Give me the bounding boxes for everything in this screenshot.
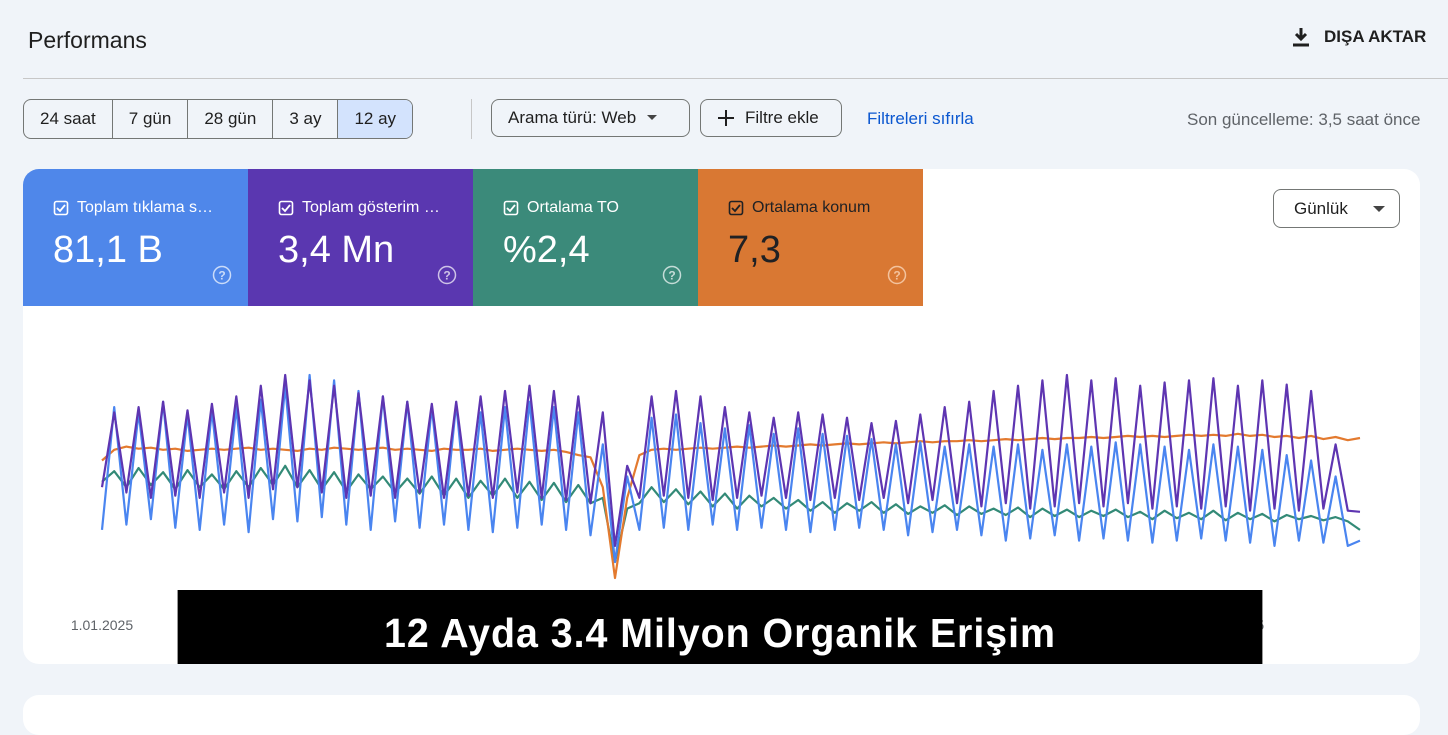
metric-label-row: Ortalama konum — [728, 199, 923, 217]
metric-label: Ortalama TO — [527, 199, 619, 216]
help-icon: ? — [437, 265, 457, 290]
svg-text:?: ? — [218, 269, 225, 283]
checkbox — [728, 200, 744, 216]
date-range-option[interactable]: 12 ay — [338, 100, 413, 138]
metric-card[interactable]: Ortalama TO %2,4? — [473, 169, 698, 306]
help-icon: ? — [887, 265, 907, 290]
series-line — [100, 373, 1361, 564]
checkbox — [53, 200, 69, 216]
checkbox — [503, 200, 519, 216]
help-glyph: ? — [662, 265, 682, 285]
search-type-dropdown[interactable]: Arama türü: Web — [491, 99, 690, 137]
export-button[interactable]: DIŞA AKTAR — [1290, 26, 1426, 48]
metric-label-row: Toplam gösterim … — [278, 199, 473, 217]
metric-label: Toplam tıklama s… — [77, 199, 214, 216]
caret — [1373, 205, 1385, 212]
export-label: DIŞA AKTAR — [1324, 27, 1427, 46]
performance-panel: Toplam tıklama s… 81,1 B? Toplam gösterim … — [23, 169, 1420, 664]
metric-label: Toplam gösterim … — [302, 199, 440, 216]
plus-icon — [718, 110, 734, 126]
metric-label: Ortalama konum — [752, 199, 871, 216]
divider — [23, 78, 1448, 79]
metric-value: 3,4 Mn — [278, 229, 395, 271]
date-range-option[interactable]: 7 gün — [113, 100, 189, 138]
metric-value: 7,3 — [728, 229, 781, 271]
checkbox — [278, 200, 294, 216]
caret — [647, 115, 658, 120]
svg-text:?: ? — [893, 269, 900, 283]
separator — [471, 99, 472, 139]
metric-value: %2,4 — [503, 229, 590, 271]
metric-label-row: Ortalama TO — [503, 199, 698, 217]
date-range-option[interactable]: 28 gün — [188, 100, 274, 138]
metric-card[interactable]: Ortalama konum 7,3? — [698, 169, 923, 306]
metric-card[interactable]: Toplam tıklama s… 81,1 B? — [23, 169, 248, 306]
search-type-label: Arama türü: Web — [508, 108, 637, 127]
metric-label-row: Toplam tıklama s… — [53, 199, 248, 217]
lower-panel — [23, 695, 1420, 735]
granularity-label: Günlük — [1294, 198, 1348, 218]
add-filter-button[interactable]: Filtre ekle — [700, 99, 842, 137]
page-title: Performans — [28, 27, 147, 53]
page: {"header":{"title":"Performans","export"… — [23, 26, 1448, 735]
granularity-dropdown[interactable]: Günlük — [1273, 189, 1400, 228]
help-glyph: ? — [437, 265, 457, 285]
reset-filters-link[interactable]: Filtreleri sıfırla — [867, 109, 974, 128]
help-glyph: ? — [887, 265, 907, 285]
download-icon — [1293, 28, 1309, 47]
date-range-option[interactable]: 24 saat — [24, 100, 113, 138]
date-range-group: 24 saat 7 gün 28 gün 3 ay 12 ay — [23, 99, 414, 139]
metric-value: 81,1 B — [53, 229, 163, 271]
series-line — [100, 373, 1361, 547]
help-glyph: ? — [212, 265, 232, 285]
x-tick-label: 1.01.2025 — [71, 617, 133, 633]
help-icon: ? — [662, 265, 682, 290]
add-filter-label: Filtre ekle — [745, 108, 819, 127]
last-update: Son güncelleme: 3,5 saat önce — [1187, 110, 1421, 129]
help-icon: ? — [212, 265, 232, 290]
svg-text:?: ? — [443, 269, 450, 283]
overlay-banner: 12 Ayda 3.4 Milyon Organik Erişim — [177, 590, 1263, 664]
metric-card[interactable]: Toplam gösterim … 3,4 Mn? — [248, 169, 473, 306]
svg-text:?: ? — [668, 269, 675, 283]
date-range-option[interactable]: 3 ay — [273, 100, 339, 138]
